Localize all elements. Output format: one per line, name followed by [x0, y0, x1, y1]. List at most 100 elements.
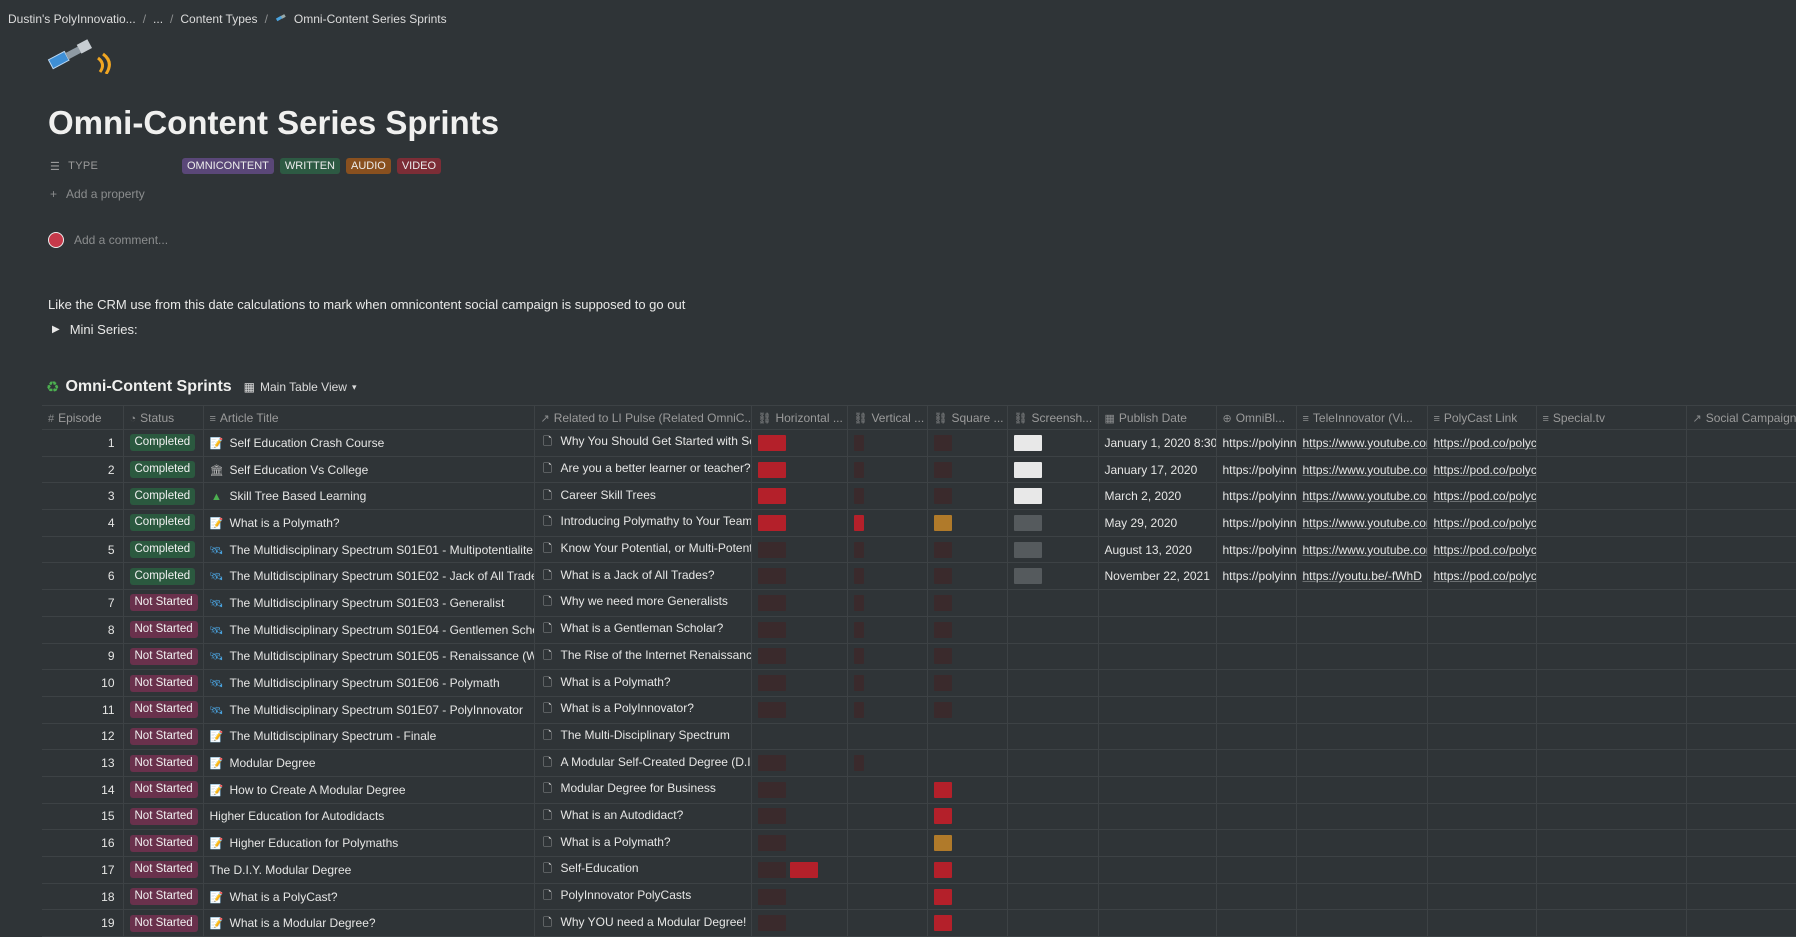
teleinnovator-cell[interactable] [1296, 723, 1428, 751]
column-header[interactable]: ⊕ OmniBl... [1216, 405, 1297, 430]
social-campaign-cell[interactable] [1686, 803, 1796, 831]
vertical-thumbnail[interactable] [853, 755, 864, 772]
square-thumbnail-cell[interactable] [927, 723, 1008, 751]
article-title-cell[interactable]: 📝 How to Create A Modular Degree [203, 776, 535, 804]
polycast-link[interactable]: https://pod.co/polycast [1433, 569, 1536, 584]
column-header[interactable]: ≡ Special.tv [1536, 405, 1687, 430]
square-thumbnail-cell[interactable] [927, 616, 1008, 644]
square-thumbnail-cell[interactable] [927, 776, 1008, 804]
article-title-cell[interactable]: 🛰 The Multidisciplinary Spectrum S01E02 -… [203, 562, 535, 591]
polycast-cell[interactable]: https://pod.co/polycast [1427, 456, 1537, 484]
teleinnovator-cell[interactable]: https://www.youtube.com/watch [1296, 482, 1428, 511]
screenshot-thumbnail[interactable] [1013, 461, 1042, 478]
article-title-cell[interactable]: 📝 Self Education Crash Course [203, 429, 535, 457]
polycast-link[interactable]: https://pod.co/polycast [1433, 435, 1536, 450]
related-page-link[interactable]: What is a Gentleman Scholar? [560, 621, 724, 636]
related-page-link[interactable]: Are you a better learner or teacher? [560, 461, 751, 476]
related-page-link[interactable]: Why YOU need a Modular Degree! [560, 914, 747, 929]
table-row[interactable]: 2 Completed 🏛 Self Education Vs College 🗋 Are… [42, 456, 1796, 484]
article-title[interactable]: Self Education Vs College [229, 462, 369, 477]
related-page-link[interactable]: Why You Should Get Started with Self Edu… [560, 434, 751, 449]
teleinnovator-cell[interactable] [1296, 589, 1428, 617]
special-tv-cell[interactable] [1536, 723, 1687, 751]
special-tv-cell[interactable] [1536, 669, 1687, 697]
episode-cell[interactable]: 17 [42, 856, 124, 884]
article-title[interactable]: The Multidisciplinary Spectrum S01E03 - … [229, 595, 505, 610]
horizontal-thumbnail[interactable] [757, 594, 786, 611]
page-title[interactable]: Omni-Content Series Sprints [48, 104, 500, 141]
polycast-cell[interactable] [1427, 776, 1537, 804]
status-cell[interactable]: Completed [123, 456, 204, 484]
episode-cell[interactable]: 9 [42, 643, 124, 671]
article-title[interactable]: The Multidisciplinary Spectrum - Finale [229, 729, 437, 744]
publish-date-cell[interactable] [1098, 803, 1217, 831]
square-thumbnail-cell[interactable] [927, 829, 1008, 857]
omniblog-cell[interactable]: https://polyinnovator.space [1216, 456, 1297, 484]
related-page-link[interactable]: A Modular Self-Created Degree (D.I.Y.) [560, 754, 751, 769]
article-title[interactable]: What is a Modular Degree? [229, 916, 376, 931]
omniblog-cell[interactable] [1216, 856, 1297, 884]
special-tv-cell[interactable] [1536, 883, 1687, 911]
related-cell[interactable]: 🗋 Self-Education [534, 856, 752, 884]
status-cell[interactable]: Not Started [123, 749, 204, 777]
table-row[interactable]: 4 Completed 📝 What is a Polymath? 🗋 Introduci… [42, 509, 1796, 537]
teleinnovator-cell[interactable] [1296, 643, 1428, 671]
special-tv-cell[interactable] [1536, 562, 1687, 591]
episode-cell[interactable]: 7 [42, 589, 124, 617]
teleinnovator-link[interactable]: https://www.youtube.com/watch [1302, 489, 1427, 504]
square-thumbnail[interactable] [933, 675, 952, 692]
teleinnovator-link[interactable]: https://www.youtube.com/watch [1302, 462, 1427, 477]
social-campaign-cell[interactable] [1686, 536, 1796, 564]
vertical-thumbnail-cell[interactable] [847, 536, 928, 564]
omniblog-cell[interactable] [1216, 723, 1297, 751]
horizontal-thumbnail[interactable] [757, 648, 786, 665]
teleinnovator-cell[interactable]: https://youtu.be/-fWhD [1296, 562, 1428, 591]
episode-cell[interactable]: 18 [42, 883, 124, 911]
omniblog-cell[interactable] [1216, 589, 1297, 617]
column-header[interactable]: ⛓ Horizontal ... [751, 405, 848, 430]
type-tag[interactable]: WRITTEN [279, 158, 340, 174]
article-title-cell[interactable]: ▲ Skill Tree Based Learning [203, 482, 535, 511]
polycast-link[interactable]: https://pod.co/polycast [1433, 515, 1536, 530]
status-cell[interactable]: Not Started [123, 829, 204, 857]
table-row[interactable]: 18 Not Started 📝 What is a PolyCast? 🗋 PolyIn… [42, 883, 1796, 911]
teleinnovator-link[interactable]: https://www.youtube.com/watch [1302, 542, 1427, 557]
special-tv-cell[interactable] [1536, 909, 1687, 937]
special-tv-cell[interactable] [1536, 616, 1687, 644]
social-campaign-cell[interactable] [1686, 856, 1796, 884]
horizontal-thumbnail-cell[interactable] [751, 776, 848, 804]
breadcrumb-workspace[interactable]: Dustin's PolyInnovatio... [8, 12, 136, 26]
square-thumbnail-cell[interactable] [927, 669, 1008, 697]
social-campaign-cell[interactable] [1686, 429, 1796, 457]
article-title[interactable]: What is a Polymath? [229, 515, 340, 530]
related-cell[interactable]: 🗋 What is a Polymath? [534, 669, 752, 697]
polycast-cell[interactable] [1427, 669, 1537, 697]
square-thumbnail[interactable] [933, 541, 952, 558]
screenshot-thumbnail[interactable] [1013, 434, 1042, 451]
breadcrumb-ellipsis[interactable]: ... [153, 12, 164, 26]
polycast-link[interactable]: https://pod.co/polycast [1433, 542, 1536, 557]
horizontal-thumbnail[interactable] [757, 915, 786, 932]
related-cell[interactable]: 🗋 What is a Gentleman Scholar? [534, 616, 752, 644]
horizontal-thumbnail-cell[interactable] [751, 909, 848, 937]
square-thumbnail[interactable] [933, 835, 952, 852]
horizontal-thumbnail-cell[interactable] [751, 803, 848, 831]
episode-cell[interactable]: 4 [42, 509, 124, 537]
publish-date-cell[interactable] [1098, 749, 1217, 777]
special-tv-cell[interactable] [1536, 643, 1687, 671]
vertical-thumbnail[interactable] [853, 701, 864, 718]
status-cell[interactable]: Not Started [123, 589, 204, 617]
status-cell[interactable]: Completed [123, 482, 204, 511]
social-campaign-cell[interactable] [1686, 829, 1796, 857]
horizontal-thumbnail-cell[interactable] [751, 643, 848, 671]
vertical-thumbnail-cell[interactable] [847, 803, 928, 831]
polycast-cell[interactable]: https://pod.co/polycast [1427, 482, 1537, 511]
publish-date-cell[interactable] [1098, 669, 1217, 697]
episode-cell[interactable]: 16 [42, 829, 124, 857]
article-title-cell[interactable]: 🛰 The Multidisciplinary Spectrum S01E05 -… [203, 643, 535, 671]
related-cell[interactable]: 🗋 A Modular Self-Created Degree (D.I.Y.) [534, 749, 752, 777]
omniblog-cell[interactable] [1216, 883, 1297, 911]
teleinnovator-cell[interactable] [1296, 669, 1428, 697]
omniblog-cell[interactable] [1216, 829, 1297, 857]
omniblog-cell[interactable] [1216, 696, 1297, 724]
